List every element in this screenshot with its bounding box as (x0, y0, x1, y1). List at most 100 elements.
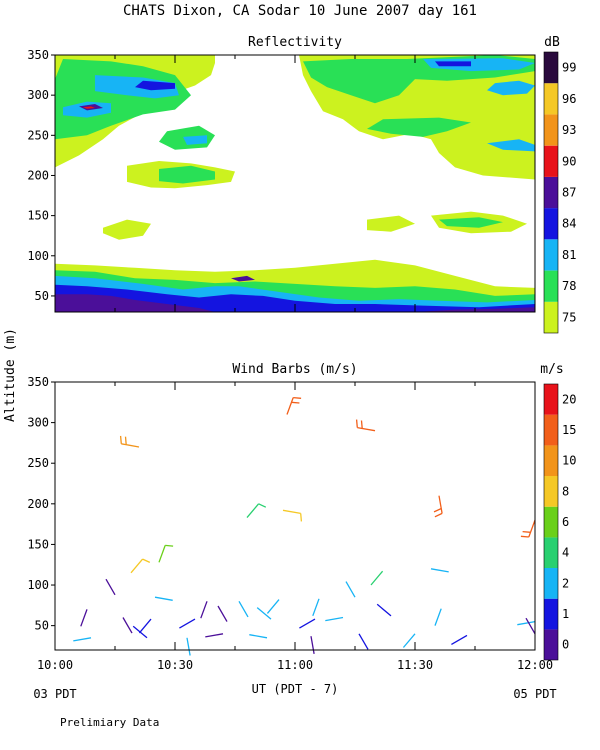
reflectivity-colorbar-swatch (544, 176, 558, 209)
wind-barb-flag (434, 512, 443, 518)
wind-barb (186, 637, 191, 656)
y-tick-label: 200 (27, 168, 49, 182)
reflectivity-colorbar-swatch (544, 270, 558, 302)
contour-81 (183, 135, 207, 145)
wind-barb (238, 600, 249, 618)
wind-barb (430, 568, 449, 573)
wind-barb-flag (360, 420, 363, 429)
x-tick-label: 10:30 (157, 658, 193, 672)
wind-barb (130, 558, 144, 574)
wind-colorbar-swatch (544, 414, 558, 446)
x-tick-label: 11:30 (397, 658, 433, 672)
x-tick-label: 10:00 (37, 658, 73, 672)
y-tick-label: 150 (27, 537, 49, 551)
wind-barb (402, 633, 416, 648)
y-tick-label: 300 (27, 88, 49, 102)
wind-barb (246, 503, 260, 519)
reflectivity-colorbar-label: 90 (562, 154, 576, 168)
wind-barb (122, 617, 133, 634)
y-tick-label: 100 (27, 578, 49, 592)
y-tick-label: 50 (35, 289, 49, 303)
contour-87 (231, 275, 255, 282)
wind-colorbar-label: 0 (562, 638, 569, 652)
wind-barb (438, 495, 443, 514)
colorbar-unit: m/s (540, 362, 563, 377)
reflectivity-colorbar-swatch (544, 114, 558, 146)
wind-barb (256, 607, 272, 620)
figure-title: CHATS Dixon, CA Sodar 10 June 2007 day 1… (123, 3, 477, 19)
reflectivity-colorbar-swatch (544, 145, 558, 177)
x-tick-label: 11:00 (277, 658, 313, 672)
wind-barb (517, 620, 536, 626)
y-tick-label: 250 (27, 456, 49, 470)
wind-barb (266, 599, 280, 614)
wind-barb (358, 633, 369, 650)
colorbar-unit: dB (544, 35, 560, 50)
wind-barb-flag (119, 435, 122, 444)
wind-colorbar-label: 10 (562, 454, 576, 468)
wind-barb (179, 618, 196, 629)
wind-barb (217, 605, 228, 622)
reflectivity-colorbar-swatch (544, 208, 558, 240)
wind-barb (312, 598, 320, 617)
wind-colorbar-swatch (544, 568, 558, 599)
wind-colorbar-swatch (544, 384, 558, 415)
x-axis-label: UT (PDT - 7) (252, 682, 339, 696)
wind-barb (121, 443, 140, 448)
wind-barb (310, 636, 315, 655)
contour-84 (135, 80, 175, 91)
wind-colorbar-label: 8 (562, 484, 569, 498)
y-tick-label: 100 (27, 249, 49, 263)
wind-colorbar-label: 1 (562, 607, 569, 621)
contour-78 (439, 217, 503, 228)
y-tick-label: 250 (27, 128, 49, 142)
reflectivity-colorbar-swatch (544, 301, 558, 333)
wind-colorbar-label: 2 (562, 576, 569, 590)
wind-barb (325, 616, 344, 622)
contour-90 (83, 106, 95, 109)
reflectivity-colorbar-label: 99 (562, 61, 576, 75)
wind-barb (105, 578, 116, 596)
reflectivity-colorbar-swatch (544, 239, 558, 271)
wind-barb (205, 633, 224, 638)
y-tick-label: 350 (27, 48, 49, 62)
wind-barb-flag (520, 535, 529, 538)
wind-barb-flag (355, 419, 358, 428)
wind-colorbar-label: 4 (562, 546, 569, 560)
wind-barb (73, 637, 92, 642)
wind-barb-flag (291, 401, 300, 404)
x-tick-label: 12:00 (517, 658, 553, 672)
wind-barb-flag (300, 513, 303, 522)
contour-81 (487, 80, 535, 96)
reflectivity-colorbar-label: 87 (562, 186, 576, 200)
y-tick-label: 350 (27, 375, 49, 389)
wind-barb (138, 618, 152, 634)
reflectivity-colorbar-swatch (544, 83, 558, 115)
wind-colorbar-swatch (544, 445, 558, 476)
chart-title: Reflectivity (248, 35, 342, 50)
wind-barb-flag (142, 558, 151, 563)
wind-barb (370, 570, 384, 586)
wind-barb-flag (522, 530, 531, 533)
wind-barb (451, 634, 468, 645)
reflectivity-colorbar-swatch (544, 52, 558, 84)
wind-colorbar-label: 6 (562, 515, 569, 529)
wind-barb (525, 617, 536, 635)
wind-colorbar-swatch (544, 476, 558, 507)
wind-barb (158, 545, 166, 563)
wind-colorbar-swatch (544, 537, 558, 568)
y-tick-label: 200 (27, 497, 49, 511)
wind-barbs (73, 396, 536, 656)
reflectivity-colorbar-label: 84 (562, 217, 576, 231)
wind-barb-flag (433, 507, 442, 513)
wind-barb (376, 603, 392, 617)
reflectivity-field (55, 55, 535, 312)
reflectivity-colorbar-label: 81 (562, 248, 576, 262)
end-date-label: 05 PDT (513, 687, 556, 701)
chart-title: Wind Barbs (m/s) (232, 362, 357, 377)
y-tick-label: 300 (27, 416, 49, 430)
wind-barb (282, 509, 301, 515)
y-tick-label: 150 (27, 209, 49, 223)
reflectivity-colorbar-frame (543, 51, 559, 334)
wind-barb-flag (124, 436, 127, 445)
